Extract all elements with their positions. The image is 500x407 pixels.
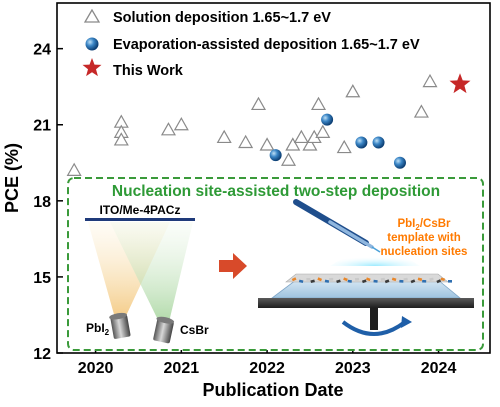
nucleation-site bbox=[391, 277, 397, 282]
plot-frame bbox=[56, 2, 491, 354]
x-tick-label: 2022 bbox=[249, 360, 285, 377]
substrate-layer bbox=[85, 218, 195, 221]
nucleation-site bbox=[436, 279, 442, 284]
spin-coater bbox=[258, 273, 474, 336]
template-label: PbI2/CsBr template with nucleation sites bbox=[381, 218, 468, 258]
solution-point bbox=[66, 162, 82, 176]
crucible-left bbox=[109, 312, 131, 339]
nucleation-site bbox=[429, 277, 434, 281]
nucleation-site bbox=[440, 277, 445, 282]
nucleation-site bbox=[324, 279, 330, 283]
solution-point bbox=[285, 137, 301, 151]
x-tick-label: 2023 bbox=[335, 360, 371, 377]
nucleation-site bbox=[354, 277, 360, 281]
source-label-csbr: CsBr bbox=[180, 323, 209, 337]
svg-text:PbI2/CsBr: PbI2/CsBr bbox=[397, 218, 451, 232]
solution-point bbox=[259, 137, 275, 151]
evaporation-point bbox=[269, 149, 282, 162]
y-tick-label: 24 bbox=[33, 42, 51, 59]
nucleation-site bbox=[399, 279, 404, 283]
source-label-pbi2: PbI2 bbox=[86, 321, 110, 337]
solution-point bbox=[250, 96, 267, 111]
nucleation-site bbox=[291, 277, 297, 282]
nucleation-site bbox=[298, 279, 304, 283]
legend-label-solution: Solution deposition 1.65~1.7 eV bbox=[113, 10, 331, 26]
inset-title: Nucleation site-assisted two-step deposi… bbox=[112, 183, 440, 200]
svg-text:nucleation sites: nucleation sites bbox=[381, 246, 468, 258]
x-axis: 2020 2021 2022 2023 2024 bbox=[78, 347, 457, 377]
legend-label-this-work: This Work bbox=[113, 63, 184, 79]
solution-drop bbox=[330, 251, 420, 266]
x-tick-label: 2024 bbox=[421, 360, 457, 377]
solution-point bbox=[173, 117, 189, 131]
nucleation-site bbox=[361, 279, 367, 284]
solution-point bbox=[160, 122, 176, 136]
solution-point bbox=[336, 139, 352, 154]
nucleation-site bbox=[365, 277, 371, 282]
legend-entry-this-work: This Work bbox=[82, 58, 184, 79]
y-tick-label: 21 bbox=[33, 118, 51, 135]
y-axis: 12 15 18 21 24 bbox=[33, 42, 63, 363]
nucleation-site bbox=[422, 279, 427, 283]
solution-point bbox=[422, 73, 438, 88]
evaporation-point bbox=[393, 156, 406, 169]
x-tick-label: 2020 bbox=[78, 360, 114, 377]
nucleation-site bbox=[448, 280, 452, 283]
solution-point bbox=[113, 132, 129, 146]
evaporation-point bbox=[355, 136, 368, 149]
y-axis-label: PCE (%) bbox=[2, 143, 22, 213]
nucleation-site bbox=[380, 277, 385, 281]
legend-marker-triangle bbox=[83, 8, 101, 23]
legend-entry-solution: Solution deposition 1.65~1.7 eV bbox=[83, 8, 331, 26]
data-points bbox=[66, 73, 471, 176]
nucleation-site bbox=[373, 279, 378, 283]
solution-point bbox=[302, 137, 318, 151]
solution-point bbox=[345, 84, 361, 98]
nucleation-site bbox=[317, 277, 323, 282]
legend-marker-circle bbox=[85, 37, 99, 51]
legend-label-evaporation: Evaporation-assisted deposition 1.65~1.7… bbox=[113, 37, 420, 53]
nucleation-site bbox=[336, 279, 341, 284]
solution-point bbox=[216, 129, 232, 144]
solution-point bbox=[315, 124, 331, 138]
solution-point bbox=[293, 129, 309, 144]
legend-entry-evaporation: Evaporation-assisted deposition 1.65~1.7… bbox=[85, 37, 420, 53]
y-tick-label: 18 bbox=[33, 194, 51, 211]
x-tick-label: 2021 bbox=[164, 360, 200, 377]
process-arrow bbox=[219, 253, 247, 279]
solution-point bbox=[238, 134, 254, 149]
y-tick-label: 12 bbox=[33, 346, 51, 363]
nucleation-site bbox=[410, 279, 416, 284]
nucleation-site bbox=[310, 279, 315, 284]
y-tick-label: 15 bbox=[33, 270, 51, 287]
nucleation-site bbox=[347, 279, 352, 283]
evaporation-beam-right bbox=[110, 222, 193, 322]
nucleation-site bbox=[417, 277, 423, 282]
solution-point bbox=[310, 96, 327, 111]
nucleation-site bbox=[403, 277, 408, 281]
evaporation-point bbox=[321, 113, 334, 126]
crucible-right bbox=[153, 316, 175, 344]
this-work-point bbox=[449, 73, 471, 94]
svg-text:template with: template with bbox=[387, 232, 460, 244]
inset-schematic: Nucleation site-assisted two-step deposi… bbox=[67, 177, 484, 351]
solution-point bbox=[280, 152, 297, 166]
solution-point bbox=[413, 104, 429, 118]
nucleation-site bbox=[329, 277, 334, 281]
nucleation-site bbox=[343, 277, 348, 282]
x-axis-label: Publication Date bbox=[202, 380, 343, 400]
legend-marker-star bbox=[82, 58, 102, 77]
nucleation-site bbox=[384, 279, 390, 284]
evaporation-point bbox=[372, 136, 385, 149]
nucleation-site bbox=[306, 277, 311, 281]
substrate-label: ITO/Me-4PACz bbox=[100, 203, 181, 217]
legend: Solution deposition 1.65~1.7 eV Evaporat… bbox=[82, 8, 420, 79]
